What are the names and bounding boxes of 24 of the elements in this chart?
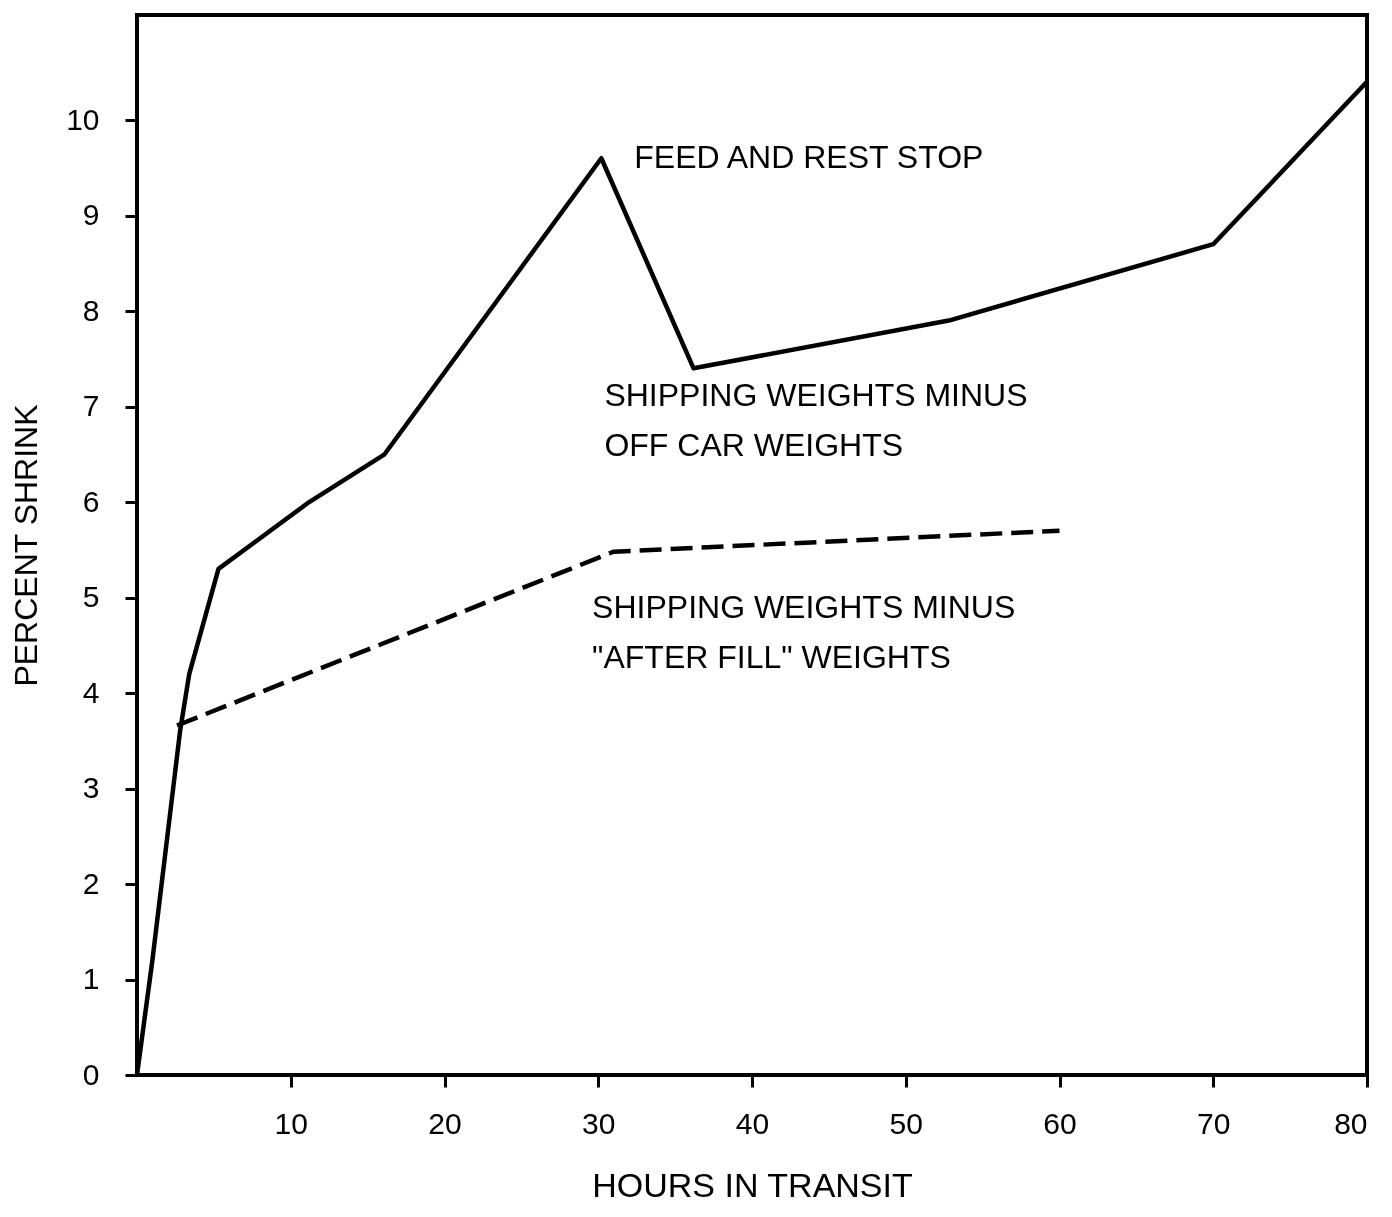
x-tick-label: 70 xyxy=(1197,1106,1231,1140)
x-axis-title: HOURS IN TRANSIT xyxy=(592,1165,913,1204)
text: SHIPPING WEIGHTS MINUS OFF CAR WEIGHTS xyxy=(604,376,1028,463)
y-tick-label: 0 xyxy=(82,1057,100,1091)
x-tick-label: 20 xyxy=(428,1106,462,1140)
y-tick-label: 7 xyxy=(82,389,100,423)
x-tick-label: 80 xyxy=(1334,1106,1368,1140)
annotation: FEED AND REST STOP xyxy=(634,139,984,176)
y-axis-title: PERCENT SHRINK xyxy=(8,404,45,687)
y-tick-label: 10 xyxy=(66,102,100,136)
x-tick-label: 50 xyxy=(889,1106,923,1140)
y-tick-label: 1 xyxy=(82,962,100,995)
x-tick-label: 60 xyxy=(1043,1106,1077,1140)
y-tick-label: 2 xyxy=(82,866,100,900)
x-tick-label: 30 xyxy=(582,1106,616,1140)
y-tick-label: 5 xyxy=(82,580,100,614)
series-label: SHIPPING WEIGHTS MINUS "AFTER FILL" WEIGHTS xyxy=(592,588,1016,675)
x-tick-label: 40 xyxy=(735,1106,770,1140)
y-tick-label: 8 xyxy=(82,293,100,327)
y-tick-label: 6 xyxy=(82,484,100,518)
x-tick-label: 10 xyxy=(274,1106,308,1140)
y-tick-label: 9 xyxy=(82,198,100,232)
y-tick-label: 4 xyxy=(82,675,100,709)
y-tick-label: 3 xyxy=(82,771,100,805)
